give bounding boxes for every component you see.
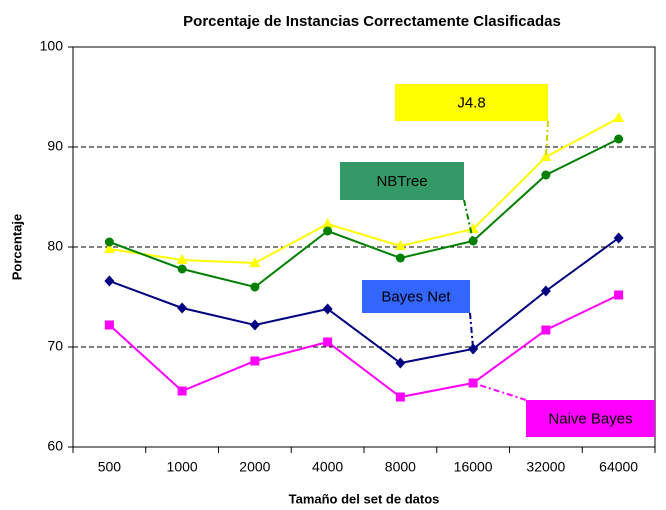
marker: [104, 237, 114, 247]
series-line: [109, 117, 620, 265]
marker: [104, 320, 114, 330]
callout-leader: [472, 382, 527, 401]
callout-box: [395, 84, 548, 121]
x-tick-label: 2000: [239, 459, 270, 475]
marker: [249, 319, 260, 331]
x-tick-label: 1000: [167, 459, 198, 475]
marker: [541, 170, 551, 180]
marker: [541, 325, 551, 335]
marker: [176, 254, 188, 264]
x-tick-label: 8000: [385, 459, 416, 475]
y-tick-label: 100: [40, 38, 64, 54]
x-tick-label: 500: [98, 459, 122, 475]
marker: [177, 264, 187, 274]
callout-leader: [544, 120, 549, 158]
chart-title: Porcentaje de Instancias Correctamente C…: [183, 13, 561, 30]
marker: [177, 302, 188, 314]
marker: [395, 357, 406, 369]
x-axis-label: Tamaño del set de datos: [289, 491, 440, 506]
marker: [468, 343, 479, 355]
y-tick-label: 90: [47, 138, 63, 154]
y-axis-label: Porcentaje: [9, 214, 24, 280]
x-tick-label: 64000: [599, 459, 638, 475]
x-tick-label: 4000: [312, 459, 343, 475]
y-tick-label: 70: [47, 338, 63, 354]
marker: [103, 243, 115, 253]
marker: [250, 356, 260, 366]
marker: [395, 253, 405, 263]
marker: [104, 275, 115, 287]
callout-box: [362, 280, 470, 313]
marker: [323, 337, 333, 347]
series-line: [109, 138, 620, 289]
marker: [394, 240, 406, 250]
marker: [468, 378, 478, 388]
marker: [614, 290, 624, 300]
y-tick-label: 80: [47, 238, 63, 254]
marker: [614, 134, 624, 144]
legend-label: NBTree: [376, 173, 427, 190]
callout-box: [526, 400, 655, 437]
x-tick-label: 16000: [454, 459, 493, 475]
marker: [322, 303, 333, 315]
series-line: [108, 294, 620, 399]
marker: [613, 232, 624, 244]
y-tick-label: 60: [47, 438, 63, 454]
callout-leader: [469, 312, 475, 350]
legend-label: J4.8: [457, 94, 485, 111]
marker: [177, 386, 187, 396]
marker: [323, 226, 333, 236]
callout-box: [340, 162, 464, 200]
series-line: [109, 237, 620, 365]
legend-label: Naive Bayes: [548, 410, 632, 427]
marker: [395, 392, 405, 402]
marker: [540, 285, 551, 297]
marker: [613, 112, 625, 122]
marker: [322, 218, 334, 228]
marker: [249, 257, 261, 267]
marker: [540, 151, 552, 161]
legend-label: Bayes Net: [381, 288, 451, 305]
x-tick-label: 32000: [526, 459, 565, 475]
marker: [250, 282, 260, 292]
